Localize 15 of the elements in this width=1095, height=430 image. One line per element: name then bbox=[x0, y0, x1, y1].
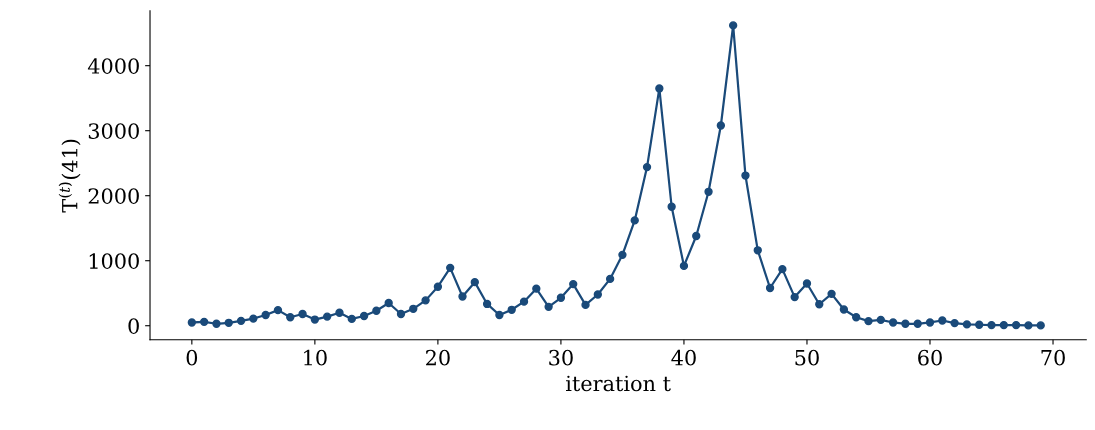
x-tick-label: 40 bbox=[671, 349, 696, 366]
x-tick-label: 20 bbox=[426, 349, 450, 366]
y-tick-label: 4000 bbox=[87, 58, 139, 74]
x-tick-label: 60 bbox=[918, 349, 942, 366]
x-tick-label: 70 bbox=[1041, 349, 1065, 366]
y-tick-label: 1000 bbox=[89, 253, 139, 269]
x-axis-title: iteration t bbox=[566, 375, 671, 392]
y-tick-label: 2000 bbox=[88, 188, 139, 204]
y-tick-label: 3000 bbox=[88, 123, 139, 139]
x-tick-label: 0 bbox=[186, 349, 198, 366]
y-tick-label: 0 bbox=[128, 318, 139, 334]
x-tick-label: 50 bbox=[795, 349, 819, 366]
y-axis-title: T$^{(t)}$(41) bbox=[58, 139, 81, 213]
x-tick-label: 30 bbox=[549, 349, 573, 366]
x-tick-label: 10 bbox=[304, 349, 327, 366]
